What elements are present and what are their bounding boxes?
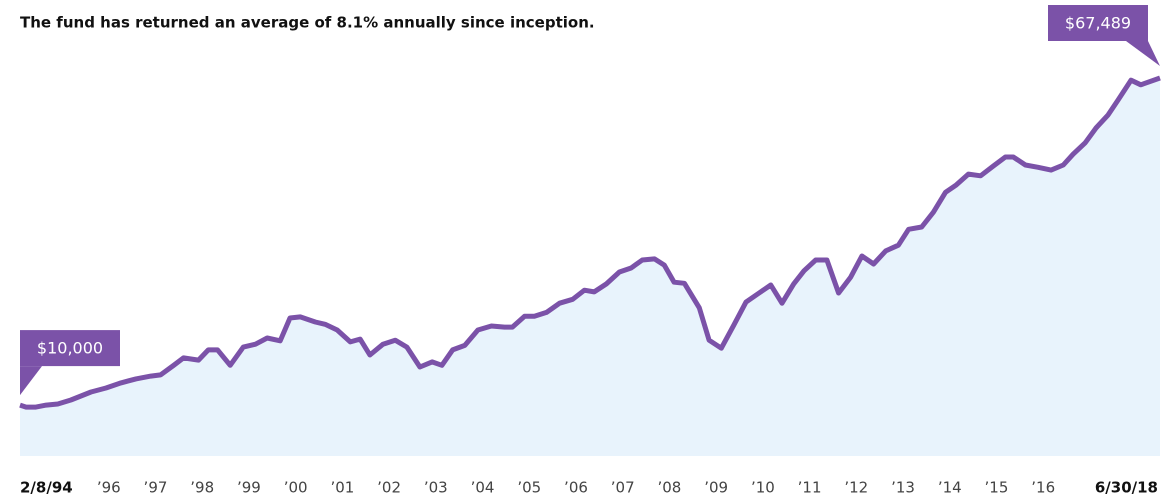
x-tick-label: ’14 [938,479,962,497]
x-tick-label: ’01 [330,479,354,497]
x-tick-label: ’15 [985,479,1009,497]
callout-box [1048,5,1148,41]
x-tick-label: ’05 [517,479,541,497]
x-tick-label: ’02 [377,479,401,497]
x-tick-label: ’09 [704,479,728,497]
x-tick-label: ’97 [144,479,168,497]
chart-title: The fund has returned an average of 8.1%… [20,14,595,32]
x-tick-label: ’00 [284,479,308,497]
x-tick-label: 2/8/94 [20,479,73,497]
area [20,78,1160,456]
callout: $67,489 [1048,5,1160,66]
x-tick-label: ’03 [424,479,448,497]
callout-pointer [1126,41,1160,66]
callout-pointer [20,366,42,396]
x-tick-label: ’13 [891,479,915,497]
x-tick-label: ’04 [471,479,495,497]
x-tick-label: ’12 [844,479,868,497]
x-tick-label: ’11 [798,479,822,497]
x-tick-label: ’06 [564,479,588,497]
x-tick-label: ’16 [1031,479,1055,497]
callout-box [20,330,120,367]
x-tick-label: ’10 [751,479,775,497]
x-tick-label: 6/30/18 [1095,479,1158,497]
x-tick-label: ’08 [657,479,681,497]
callout: $10,000 [20,330,120,396]
x-tick-label: ’07 [611,479,635,497]
value-label: $10,000 [37,339,103,358]
x-tick-label: ’96 [97,479,121,497]
line [19,75,1161,410]
value-label: $67,489 [1065,14,1131,33]
x-tick-label: ’98 [190,479,214,497]
x-tick-label: ’99 [237,479,261,497]
